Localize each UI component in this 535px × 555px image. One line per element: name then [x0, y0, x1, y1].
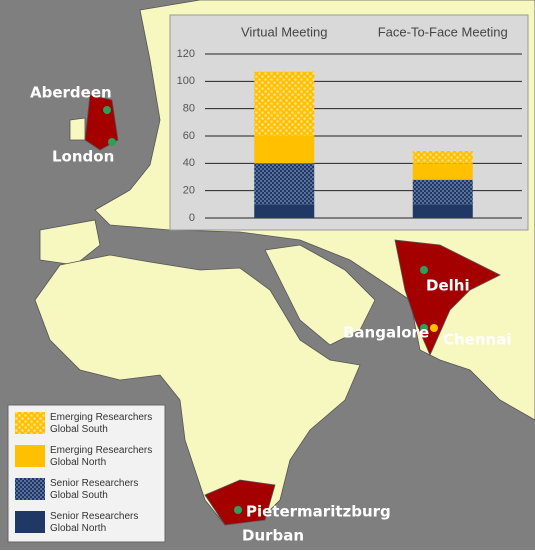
bar-segment: [254, 204, 315, 218]
city-label: Pietermaritzburg: [246, 503, 391, 521]
city-label: Durban: [242, 527, 304, 545]
city-dot: [108, 138, 116, 146]
city-label: Delhi: [426, 277, 470, 295]
legend-label: Emerging Researchers Global South: [50, 412, 152, 435]
bar-segment: [412, 179, 473, 205]
city-dot: [420, 266, 428, 274]
city-label: Aberdeen: [30, 84, 112, 102]
bar-segment: [412, 163, 473, 180]
city-dot: [420, 324, 428, 332]
bar-segment: [412, 204, 473, 218]
city-label: Chennai: [443, 331, 511, 349]
city-dots: [103, 106, 438, 514]
chart: 0 20 40 60 80 100 120 Virtual Meeting Face-To-Fa…: [177, 24, 522, 224]
category-label: Virtual Meeting: [241, 24, 327, 39]
bar-segment: [254, 163, 315, 205]
category-label: Face-To-Face Meeting: [378, 24, 508, 39]
y-tick-label: 100: [177, 75, 195, 87]
legend-swatch: [15, 412, 45, 434]
y-tick-label: 120: [177, 48, 195, 60]
bar-segment: [254, 71, 315, 136]
city-dot: [234, 506, 242, 514]
legend-swatch: [15, 445, 45, 467]
legend-label: Senior Researchers Global North: [50, 511, 138, 534]
legend-label: Emerging Researchers Global North: [50, 445, 152, 468]
y-tick-label: 80: [183, 103, 195, 115]
chart-panel: [169, 14, 529, 231]
y-tick-label: 40: [183, 157, 195, 169]
y-tick-label: 0: [189, 212, 195, 224]
legend-label: Senior Researchers Global South: [50, 478, 138, 501]
legend-swatch: [15, 511, 45, 533]
legend-swatch: [15, 478, 45, 500]
bar-segment: [254, 136, 315, 164]
y-tick-label: 60: [183, 130, 195, 142]
bar-segment: [412, 151, 473, 164]
city-label: Bangalore: [343, 324, 429, 342]
city-dot: [103, 106, 111, 114]
city-label: London: [52, 148, 114, 166]
y-tick-label: 20: [183, 185, 195, 197]
city-dot: [430, 324, 438, 332]
